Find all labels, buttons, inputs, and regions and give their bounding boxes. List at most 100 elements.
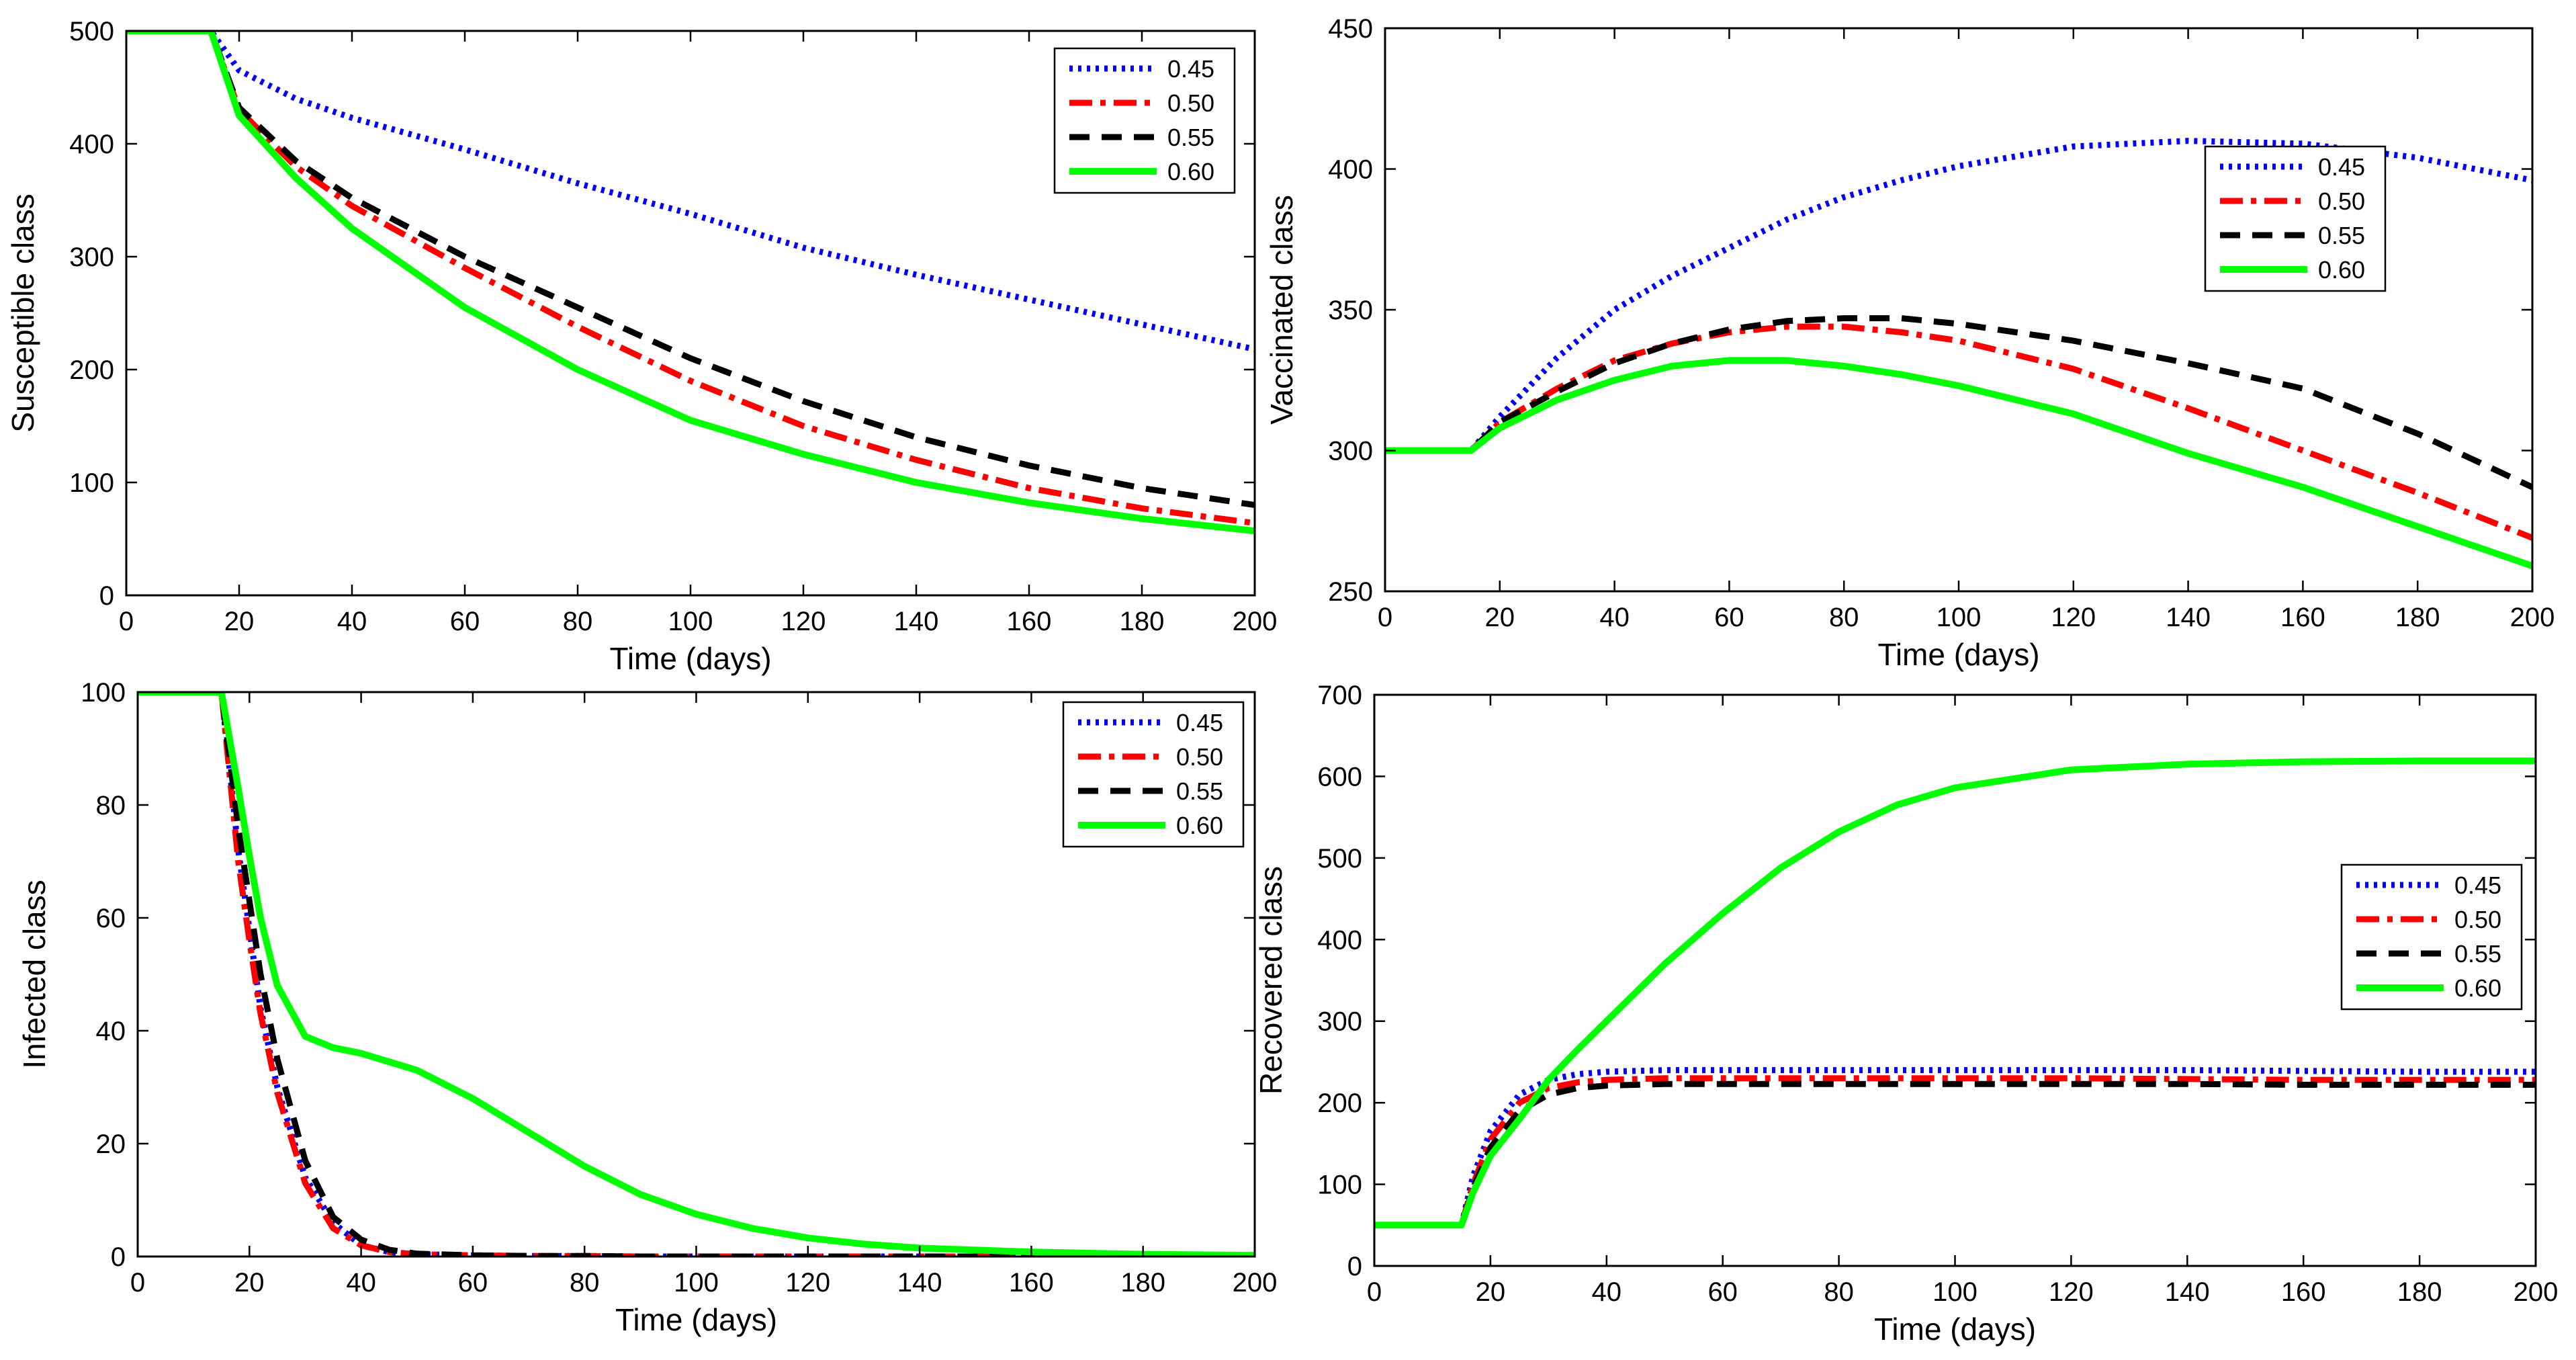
x-tick-label: 80 bbox=[1829, 603, 1859, 632]
x-tick-label: 160 bbox=[2280, 603, 2325, 632]
x-tick-label: 0 bbox=[119, 607, 134, 636]
x-tick-label: 140 bbox=[897, 1268, 942, 1298]
series-line-0.60 bbox=[1374, 757, 2536, 1229]
y-tick-label: 200 bbox=[69, 355, 114, 385]
x-tick-label: 60 bbox=[458, 1268, 488, 1298]
y-tick-label: 100 bbox=[81, 678, 126, 708]
y-tick-label: 700 bbox=[1317, 681, 1362, 710]
x-axis-label: Time (days) bbox=[615, 1302, 777, 1337]
y-tick-label: 100 bbox=[69, 468, 114, 498]
legend-label: 0.55 bbox=[1176, 777, 1223, 805]
legend: 0.45 0.50 0.55 0.60 bbox=[1062, 701, 1245, 848]
y-tick-label: 500 bbox=[69, 17, 114, 46]
x-tick-label: 120 bbox=[2049, 1277, 2094, 1307]
series-group bbox=[126, 31, 1255, 535]
x-tick-label: 40 bbox=[346, 1268, 376, 1298]
x-tick-label: 40 bbox=[1599, 603, 1630, 632]
x-tick-label: 20 bbox=[1476, 1277, 1506, 1307]
x-tick-label: 40 bbox=[337, 607, 367, 636]
x-tick-label: 40 bbox=[1592, 1277, 1622, 1307]
x-tick-label: 180 bbox=[1120, 607, 1165, 636]
y-tick-label: 450 bbox=[1328, 14, 1373, 44]
chart-vaccinated: 0 20 40 60 80 100 120 140 160 180 200 250 300 350 400 4… bbox=[1264, 14, 2555, 672]
y-axis-label: Infected class bbox=[17, 880, 52, 1068]
x-tick-label: 60 bbox=[1707, 1277, 1738, 1307]
x-tick-label: 120 bbox=[2051, 603, 2096, 632]
x-tick-label: 160 bbox=[2281, 1277, 2326, 1307]
y-tick-label: 300 bbox=[69, 243, 114, 272]
legend-label: 0.60 bbox=[2454, 974, 2501, 1002]
y-tick-label: 350 bbox=[1328, 296, 1373, 325]
y-tick-label: 20 bbox=[96, 1130, 126, 1159]
y-tick-label: 200 bbox=[1317, 1089, 1362, 1118]
series-line-0.55 bbox=[1374, 1080, 2536, 1228]
x-axis-label: Time (days) bbox=[1874, 1312, 2036, 1347]
y-tick-label: 500 bbox=[1317, 844, 1362, 874]
y-tick-label: 0 bbox=[1347, 1252, 1362, 1281]
y-tick-label: 300 bbox=[1328, 437, 1373, 466]
chart-infected: 0 20 40 60 80 100 120 140 160 180 200 0 20 40 60 80 100 T… bbox=[17, 678, 1277, 1337]
legend-label: 0.45 bbox=[1176, 709, 1223, 736]
legend-label: 0.50 bbox=[1167, 89, 1214, 117]
x-tick-label: 200 bbox=[2510, 603, 2555, 632]
x-tick-label: 200 bbox=[1233, 1268, 1278, 1298]
legend-label: 0.55 bbox=[2454, 940, 2501, 968]
x-tick-label: 20 bbox=[224, 607, 255, 636]
x-tick-label: 160 bbox=[1009, 1268, 1054, 1298]
x-tick-label: 80 bbox=[570, 1268, 600, 1298]
x-tick-label: 120 bbox=[785, 1268, 830, 1298]
x-axis-label: Time (days) bbox=[1877, 637, 2039, 672]
x-tick-label: 60 bbox=[1714, 603, 1744, 632]
legend-label: 0.45 bbox=[2454, 872, 2501, 899]
x-tick-label: 100 bbox=[1933, 1277, 1978, 1307]
series-group bbox=[1374, 757, 2536, 1229]
x-tick-label: 180 bbox=[2395, 603, 2440, 632]
series-line-0.60 bbox=[126, 31, 1255, 535]
series-line-0.55 bbox=[1385, 315, 2532, 491]
x-tick-label: 140 bbox=[2166, 603, 2211, 632]
x-tick-label: 20 bbox=[234, 1268, 265, 1298]
x-axis-label: Time (days) bbox=[609, 641, 771, 676]
x-tick-label: 0 bbox=[130, 1268, 145, 1298]
legend-label: 0.55 bbox=[1167, 124, 1214, 151]
x-tick-label: 80 bbox=[563, 607, 593, 636]
y-tick-label: 100 bbox=[1317, 1171, 1362, 1200]
legend-label: 0.60 bbox=[1176, 812, 1223, 839]
y-tick-label: 60 bbox=[96, 904, 126, 933]
y-tick-label: 250 bbox=[1328, 577, 1373, 607]
x-tick-label: 200 bbox=[2514, 1277, 2559, 1307]
x-tick-label: 180 bbox=[2397, 1277, 2442, 1307]
legend-label: 0.50 bbox=[2318, 187, 2365, 215]
legend: 0.45 0.50 0.55 0.60 bbox=[2340, 863, 2523, 1011]
legend-label: 0.60 bbox=[1167, 158, 1214, 185]
x-tick-label: 80 bbox=[1824, 1277, 1854, 1307]
series-line-0.45 bbox=[126, 31, 1255, 353]
x-tick-label: 140 bbox=[2165, 1277, 2210, 1307]
x-tick-label: 0 bbox=[1378, 603, 1392, 632]
y-tick-label: 0 bbox=[99, 581, 114, 611]
x-tick-label: 0 bbox=[1367, 1277, 1382, 1307]
y-tick-label: 400 bbox=[1317, 925, 1362, 955]
y-tick-label: 0 bbox=[111, 1242, 126, 1272]
y-tick-label: 80 bbox=[96, 791, 126, 820]
x-tick-label: 60 bbox=[450, 607, 480, 636]
legend: 0.45 0.50 0.55 0.60 bbox=[2204, 145, 2387, 292]
legend-label: 0.45 bbox=[2318, 153, 2365, 181]
y-tick-label: 600 bbox=[1317, 762, 1362, 792]
series-group bbox=[1385, 138, 2532, 570]
series-line-0.45 bbox=[1374, 1067, 2536, 1228]
y-tick-label: 400 bbox=[69, 130, 114, 159]
x-tick-label: 100 bbox=[1937, 603, 1982, 632]
x-tick-label: 140 bbox=[894, 607, 939, 636]
legend: 0.45 0.50 0.55 0.60 bbox=[1053, 47, 1236, 194]
y-tick-label: 400 bbox=[1328, 155, 1373, 185]
x-tick-label: 200 bbox=[1233, 607, 1278, 636]
series-line-0.50 bbox=[1385, 323, 2532, 541]
y-axis-label: Recovered class bbox=[1253, 866, 1288, 1095]
x-tick-label: 20 bbox=[1485, 603, 1515, 632]
legend-label: 0.50 bbox=[2454, 906, 2501, 933]
x-tick-label: 100 bbox=[668, 607, 713, 636]
y-axis-label: Susceptible class bbox=[5, 194, 40, 432]
x-tick-label: 120 bbox=[781, 607, 826, 636]
